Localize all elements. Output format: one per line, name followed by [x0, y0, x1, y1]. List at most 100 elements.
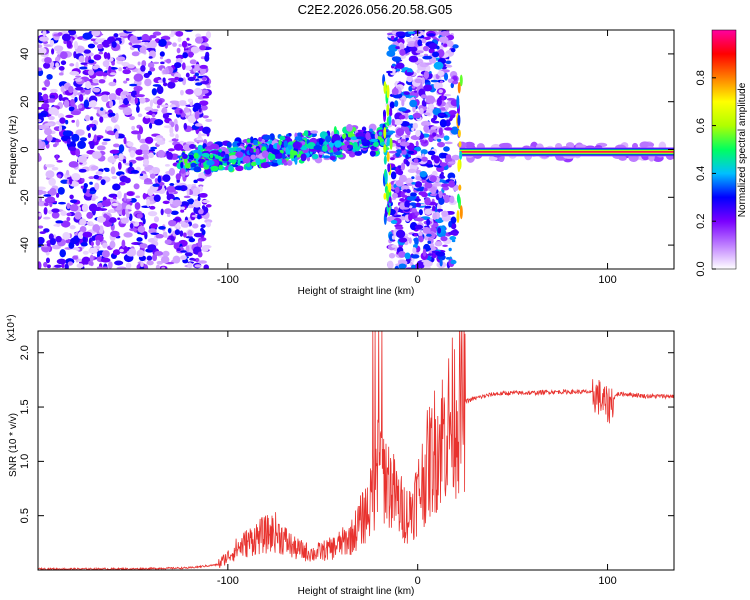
heatmap-cell	[101, 141, 108, 146]
heatmap-cell	[450, 222, 457, 230]
heatmap-cell	[164, 239, 172, 245]
heatmap-cell	[140, 261, 144, 268]
heatmap-cell	[129, 116, 135, 121]
heatmap-cell	[83, 49, 91, 54]
heatmap-cell	[131, 125, 136, 131]
heatmap-cell	[433, 114, 438, 121]
heatmap-cell	[80, 62, 88, 65]
heatmap-cell	[149, 205, 156, 210]
heatmap-cell	[408, 55, 419, 63]
heatmap-cell	[170, 121, 175, 128]
heatmap-cell	[118, 32, 129, 37]
heatmap-cell	[69, 194, 74, 200]
heatmap-cell	[194, 72, 200, 77]
heatmap-cell	[69, 176, 73, 185]
heatmap-cell	[386, 70, 393, 74]
heatmap-cell	[401, 99, 405, 107]
heatmap-cell	[136, 213, 143, 219]
heatmap-cell	[57, 32, 63, 36]
heatmap-cell	[618, 155, 627, 161]
heatmap-cell	[423, 84, 433, 92]
heatmap-cell	[391, 63, 396, 67]
heatmap-cell	[127, 94, 132, 102]
heatmap-cell	[269, 139, 273, 144]
heatmap-cell	[411, 182, 416, 185]
heatmap-cell	[268, 154, 274, 159]
colorbar-gradient	[711, 29, 737, 270]
heatmap-cell	[457, 159, 461, 173]
heatmap-cell	[90, 100, 97, 107]
heatmap-cell	[71, 173, 81, 181]
heatmap-cell	[105, 198, 111, 202]
heatmap-cell	[109, 72, 117, 76]
heatmap-cell	[108, 81, 117, 87]
heatmap-cell	[152, 183, 160, 187]
heatmap-cell	[121, 62, 130, 67]
heatmap-cell	[134, 94, 145, 98]
heatmap-cell	[451, 232, 459, 236]
heatmap-cell	[166, 58, 172, 64]
heatmap-cell	[74, 211, 82, 220]
heatmap-cell	[43, 194, 52, 197]
colorbar-tick-label: 0.2	[695, 214, 707, 229]
heatmap-cell	[49, 237, 57, 246]
heatmap-cell	[88, 59, 95, 64]
heatmap-cell	[152, 254, 158, 262]
y-tick-label: -40	[19, 237, 31, 253]
heatmap-cell	[118, 135, 125, 139]
heatmap-cell	[228, 165, 234, 172]
heatmap-cell	[205, 118, 213, 122]
heatmap-cell	[38, 236, 45, 245]
heatmap-cell	[397, 169, 404, 176]
heatmap-cell	[433, 61, 444, 70]
heatmap-cell	[424, 197, 431, 206]
heatmap-cell	[425, 95, 436, 104]
heatmap-cell	[286, 160, 293, 166]
heatmap-cell	[38, 261, 42, 269]
heatmap-cell	[205, 221, 212, 228]
heatmap-cell	[65, 238, 72, 244]
heatmap-cell	[383, 144, 387, 153]
heatmap-cell	[399, 114, 406, 120]
heatmap-cell	[38, 44, 43, 48]
heatmap-cell	[436, 45, 440, 50]
heatmap-cell	[90, 38, 96, 42]
heatmap-cell	[262, 134, 272, 140]
heatmap-cell	[176, 248, 181, 252]
heatmap-cell	[38, 112, 47, 117]
heatmap-cell	[391, 235, 396, 240]
heatmap-cell	[87, 132, 92, 138]
heatmap-cell	[118, 98, 123, 106]
heatmap-cell	[446, 40, 454, 47]
heatmap-cell	[68, 161, 79, 168]
heatmap-cell	[173, 143, 184, 151]
heatmap-cell	[209, 154, 214, 159]
heatmap-cell	[91, 30, 101, 37]
heatmap-cell	[136, 81, 142, 86]
heatmap-cell	[346, 123, 353, 132]
heatmap-cell	[285, 147, 289, 155]
heatmap-cell	[331, 133, 341, 142]
heatmap-cell	[146, 260, 154, 266]
heatmap-cell	[167, 227, 172, 234]
heatmap-cell	[161, 107, 168, 115]
heatmap-cell	[55, 154, 59, 161]
heatmap-cell	[160, 255, 170, 264]
heatmap-cell	[197, 196, 201, 202]
heatmap-cell	[107, 156, 117, 163]
heatmap-cell	[127, 64, 135, 69]
heatmap-cell	[217, 152, 222, 156]
y-tick-label: 0	[19, 146, 31, 152]
heatmap-cell	[404, 200, 410, 209]
heatmap-cell	[417, 39, 423, 47]
heatmap-cell	[157, 175, 162, 183]
heatmap-cell	[423, 45, 429, 52]
heatmap-cell	[306, 156, 311, 162]
heatmap-cell	[197, 144, 203, 151]
heatmap-cell	[133, 183, 140, 190]
heatmap-cell	[421, 192, 428, 198]
heatmap-cell	[443, 135, 450, 141]
heatmap-cell	[409, 192, 417, 197]
heatmap-cell	[193, 232, 203, 238]
snr-frame	[37, 330, 675, 571]
